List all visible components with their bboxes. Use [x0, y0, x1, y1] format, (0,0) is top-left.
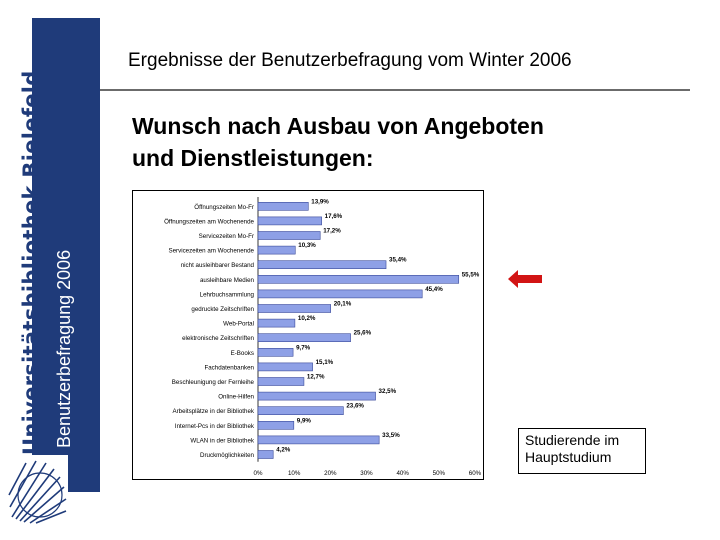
bar: [257, 362, 313, 372]
value-label: 23,6%: [346, 403, 364, 410]
bar: [257, 348, 294, 357]
value-label: 10,2%: [298, 315, 316, 322]
value-label: 33,5%: [382, 432, 400, 439]
bar: [257, 275, 460, 284]
legend-line-1: Studierende im: [525, 432, 620, 448]
category-label: WLAN in der Bibliothek: [190, 437, 255, 444]
bar: [257, 421, 295, 430]
highlight-arrow-icon: [508, 270, 542, 288]
value-label: 9,7%: [296, 344, 311, 351]
value-label: 9,9%: [297, 417, 312, 424]
sidebar-band: [32, 18, 100, 492]
category-label: Öffnungszeiten Mo-Fr: [194, 204, 254, 211]
category-label: gedruckte Zeitschriften: [191, 306, 254, 313]
category-label: Fachdatenbanken: [204, 364, 254, 371]
value-label: 20,1%: [334, 301, 352, 308]
bar: [257, 406, 344, 415]
category-label: Druckmöglichkeiten: [200, 452, 255, 459]
value-label: 55,5%: [462, 271, 480, 278]
header-title: Ergebnisse der Benutzerbefragung vom Win…: [128, 50, 572, 71]
bar: [257, 333, 351, 342]
x-tick-label: 30%: [360, 470, 373, 477]
bar: [257, 304, 331, 313]
x-tick-label: 40%: [396, 470, 409, 477]
header-divider: [100, 89, 690, 91]
x-tick-label: 60%: [469, 470, 482, 477]
bar: [257, 202, 309, 211]
value-label: 10,3%: [298, 242, 316, 249]
bar: [257, 231, 321, 240]
chart-frame: Öffnungszeiten Mo-Fr 13,9% Öffnungszeiten …: [132, 190, 484, 480]
x-tick-label: 50%: [433, 470, 446, 477]
value-label: 45,4%: [425, 286, 443, 293]
bar: [257, 245, 296, 255]
page-title-line-2: und Dienstleistungen:: [132, 145, 374, 171]
category-label: Beschleunigung der Fernleihe: [172, 379, 255, 386]
institution-name: Universitätsbibliothek Bielefeld: [19, 70, 43, 455]
value-label: 13,9%: [311, 198, 329, 205]
value-label: 15,1%: [316, 359, 334, 366]
category-label: Arbeitsplätze in der Bibliothek: [172, 408, 254, 415]
value-label: 32,5%: [379, 388, 397, 395]
x-tick-label: 20%: [324, 470, 337, 477]
sidebar: [0, 18, 100, 492]
page-title: Wunsch nach Ausbau von Angeboten und Die…: [132, 110, 544, 174]
value-label: 35,4%: [389, 257, 407, 264]
page-title-line-1: Wunsch nach Ausbau von Angeboten: [132, 113, 544, 139]
value-label: 4,2%: [276, 447, 291, 454]
value-label: 17,2%: [323, 228, 341, 235]
bar: [257, 289, 423, 299]
category-label: Online-Hilfen: [218, 394, 254, 401]
legend-box: Studierende im Hauptstudium: [518, 428, 646, 474]
category-label: ausleihbare Medien: [200, 277, 255, 284]
value-label: 12,7%: [307, 374, 325, 381]
category-label: E-Books: [231, 350, 254, 357]
value-label: 17,6%: [325, 213, 343, 220]
category-label: Öffnungszeiten am Wochenende: [164, 218, 254, 225]
bar: [257, 318, 296, 328]
bar: [257, 435, 380, 445]
survey-label: Benutzerbefragung 2006: [54, 249, 74, 448]
category-label: nicht ausleihbarer Bestand: [181, 262, 255, 269]
value-label: 25,6%: [354, 330, 372, 337]
category-label: Servicezeiten am Wochenende: [168, 248, 254, 255]
bar: [257, 377, 305, 386]
category-label: Servicezeiten Mo-Fr: [199, 233, 254, 240]
category-label: Internet-Pcs in der Bibliothek: [175, 423, 255, 430]
x-tick-label: 10%: [288, 470, 301, 477]
legend-line-2: Hauptstudium: [525, 449, 612, 465]
bar: [257, 450, 274, 459]
university-logo-icon: [6, 455, 68, 525]
bar: [257, 260, 387, 269]
category-label: elektronische Zeitschriften: [182, 335, 254, 342]
category-label: Lehrbuchsammlung: [200, 291, 255, 298]
x-tick-label: 0%: [254, 470, 263, 477]
bar: [257, 391, 376, 401]
bar: [257, 216, 322, 226]
bar-chart: Öffnungszeiten Mo-Fr 13,9% Öffnungszeiten …: [164, 197, 482, 477]
category-label: Web-Portal: [223, 321, 254, 328]
